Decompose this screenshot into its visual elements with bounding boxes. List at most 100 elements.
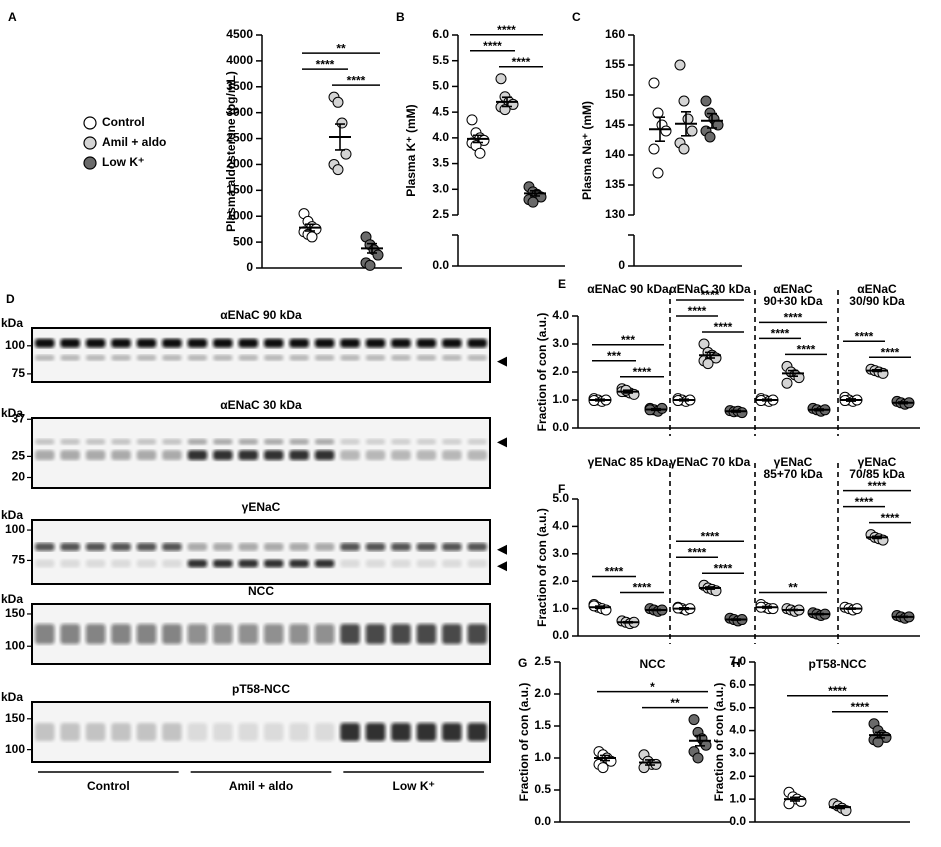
blot-band (416, 723, 437, 741)
y-axis-label: Fraction of con (a.u.) (535, 508, 549, 627)
data-point (648, 77, 660, 89)
significance-label: **** (714, 561, 733, 575)
blot-band (467, 723, 487, 741)
blot-band (85, 450, 106, 461)
blot-band (365, 438, 386, 445)
blot-band (162, 723, 182, 741)
y-tick-label: 150 (605, 87, 625, 101)
blot-band (136, 559, 157, 568)
band-arrow (497, 544, 507, 555)
blot-frame (31, 417, 491, 489)
y-tick-label: 5.0 (552, 491, 569, 505)
panel-title: γENaC 70 kDa (670, 455, 751, 469)
legend-marker (83, 116, 97, 130)
blot-band (391, 559, 411, 568)
blot-band (340, 624, 360, 644)
y-axis-label: Fraction of con (a.u.) (535, 313, 549, 432)
blot-band (264, 450, 284, 461)
blot-band (391, 438, 411, 445)
panel-letter: A (8, 10, 17, 24)
significance-label: **** (497, 23, 516, 37)
blot-band (111, 354, 131, 361)
panel-title: γENaC 85 kDa (588, 455, 669, 469)
y-axis-label: Plasma K⁺ (mM) (404, 104, 418, 196)
y-tick-label: 1.5 (534, 718, 551, 732)
blot-band (35, 723, 55, 741)
blot-band (264, 354, 284, 361)
blot-band (467, 559, 487, 568)
blot-band (314, 559, 335, 568)
significance-label: ** (788, 581, 798, 595)
blot-band (289, 624, 309, 644)
blot-band (238, 542, 258, 551)
blot-band (391, 354, 411, 361)
blot-band (340, 723, 360, 741)
blot-band (365, 542, 386, 551)
blot-band (289, 438, 309, 445)
blot-band (162, 559, 182, 568)
y-tick-label: 6.0 (729, 677, 746, 691)
blot-band (264, 723, 284, 741)
data-point (686, 125, 698, 137)
blot-band (162, 624, 182, 644)
significance-label: **** (483, 39, 502, 53)
blot-band (162, 450, 182, 461)
blot-band (391, 450, 411, 461)
legend-marker (83, 156, 97, 170)
data-point (700, 95, 712, 107)
panel-title: αENaC 30 kDa (669, 282, 751, 296)
data-point (597, 762, 609, 774)
significance-label: **** (855, 329, 874, 343)
y-tick-label: 4000 (226, 53, 253, 67)
significance-label: **** (688, 304, 707, 318)
y-tick-label: 1.0 (552, 601, 569, 615)
data-point (781, 377, 793, 389)
blot-band (60, 624, 80, 644)
y-tick-label: 140 (605, 147, 625, 161)
blot-band (289, 338, 309, 348)
panel-letter: E (558, 277, 566, 291)
blot-band (136, 542, 157, 551)
panel-letter: H (732, 656, 741, 670)
blot-band (111, 542, 131, 551)
blot-band (416, 450, 437, 461)
blot-band (340, 438, 360, 445)
y-tick-label: 3.0 (552, 546, 569, 560)
data-point (678, 143, 690, 155)
blot-frame (31, 603, 491, 665)
blot-band (187, 723, 208, 741)
blot-band (213, 438, 233, 445)
blot-band (111, 338, 131, 348)
y-tick-label: 5.0 (729, 700, 746, 714)
blot-band (340, 450, 360, 461)
panel-title: αENaC (773, 282, 813, 296)
blot-band (467, 438, 487, 445)
y-axis-label: Plasma Na⁺ (mM) (580, 101, 594, 200)
y-tick-label: 3500 (226, 79, 253, 93)
blot-band (391, 338, 411, 348)
blot-band (340, 542, 360, 551)
y-tick-label: 145 (605, 117, 625, 131)
significance-label: ** (336, 41, 346, 55)
y-tick-label: 0.0 (552, 420, 569, 434)
significance-label: **** (512, 55, 531, 69)
blot-band (416, 338, 437, 348)
blot-band (314, 438, 335, 445)
blot-band (442, 624, 462, 644)
blot-band (136, 624, 157, 644)
blot-band (35, 450, 55, 461)
blot-band (35, 559, 55, 568)
marker-label: 37 (12, 411, 26, 425)
blot-band (314, 723, 335, 741)
y-tick-label: 2.0 (552, 364, 569, 378)
y-tick-label: 5.0 (432, 79, 449, 93)
panel-title: γENaC (858, 455, 897, 469)
marker-label: 75 (12, 366, 26, 380)
y-tick-label: 3.0 (552, 336, 569, 350)
significance-label: **** (347, 73, 366, 87)
blot-band (111, 624, 131, 644)
blot-band (442, 438, 462, 445)
blot-band (365, 559, 386, 568)
blot-band (391, 542, 411, 551)
